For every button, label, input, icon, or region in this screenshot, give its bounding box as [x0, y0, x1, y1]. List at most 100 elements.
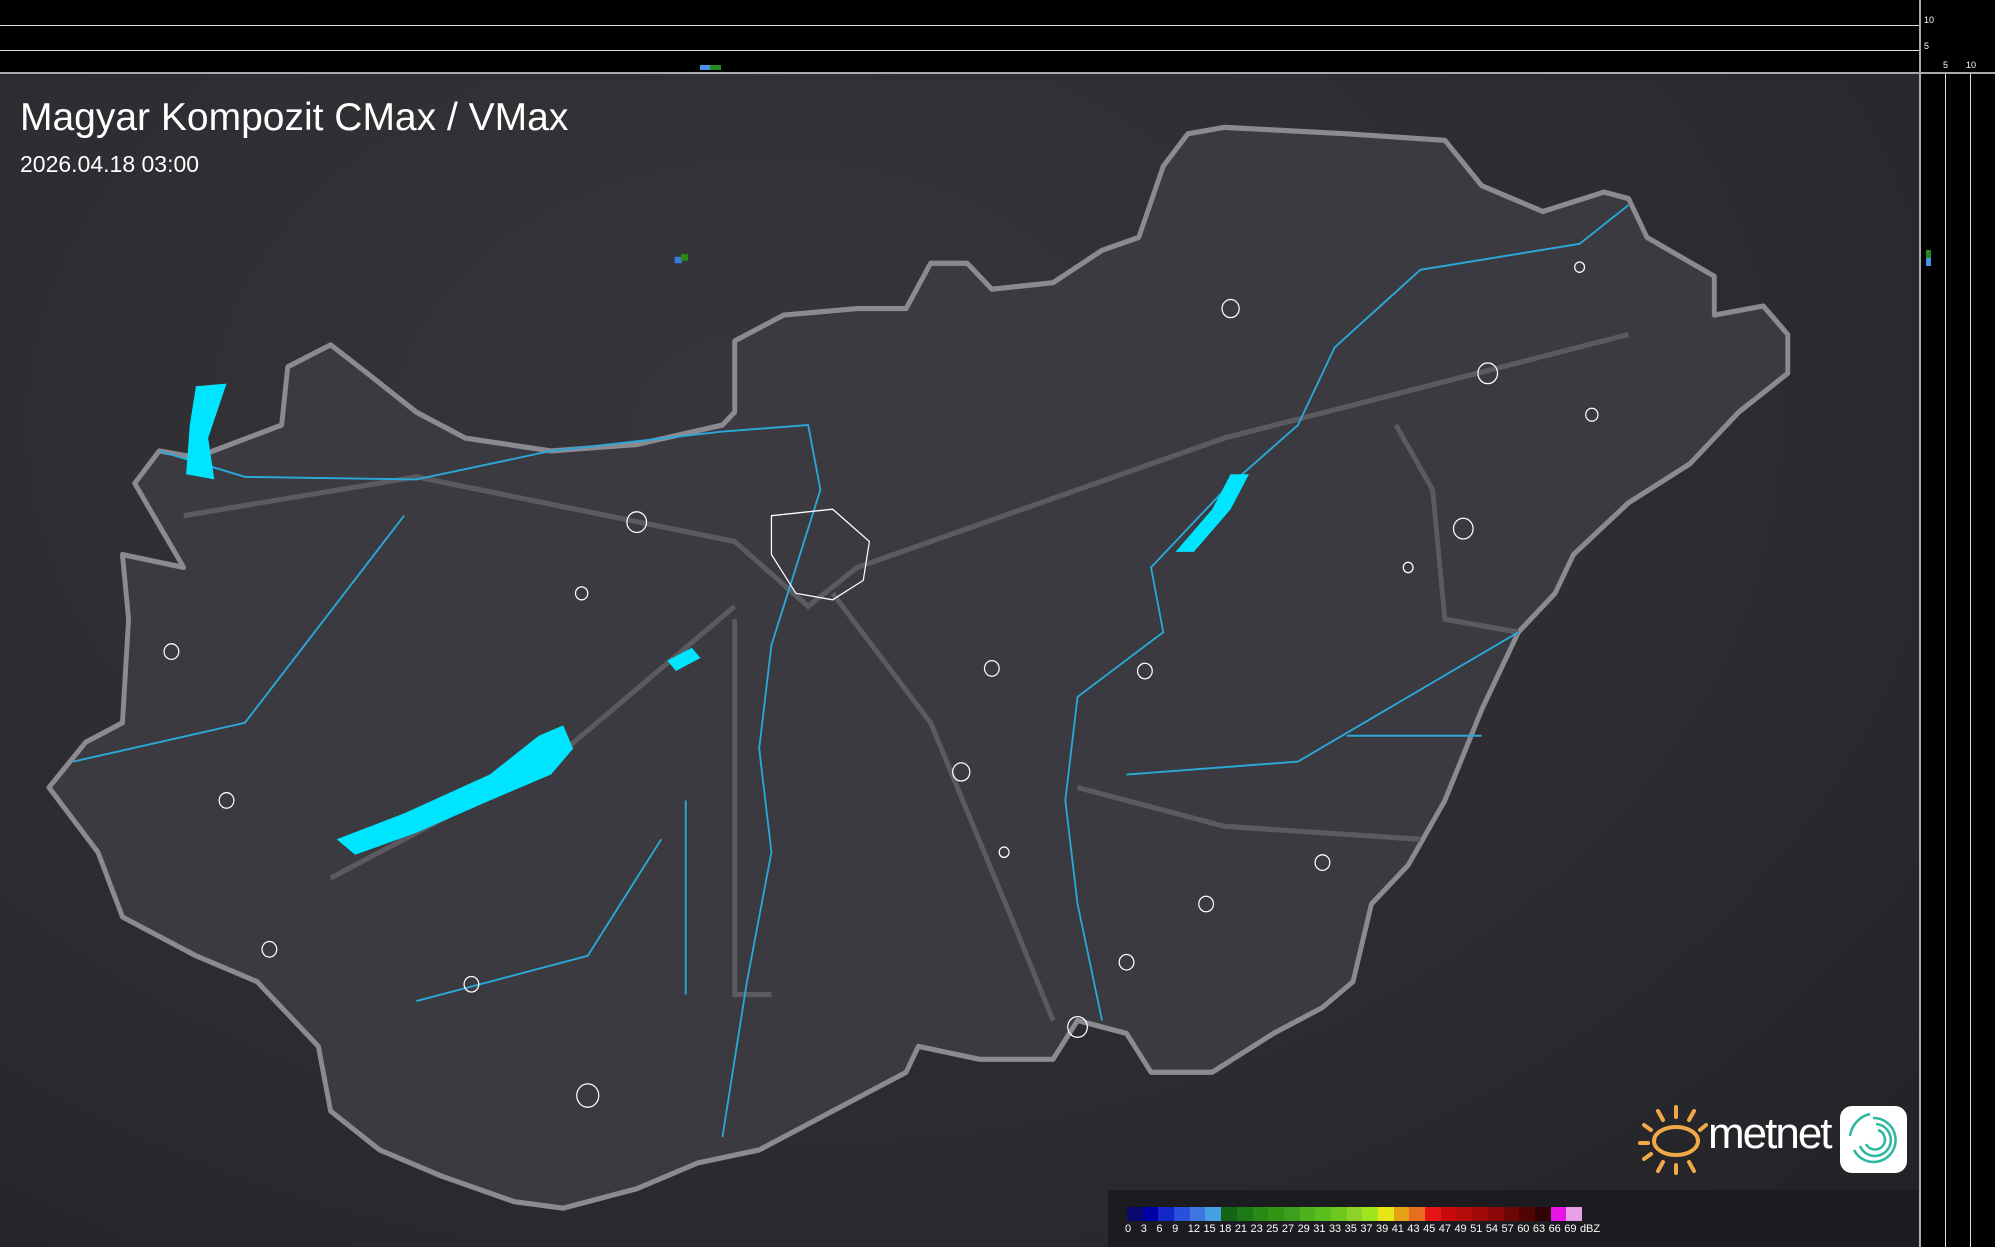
legend-label: 25	[1266, 1223, 1279, 1235]
legend-label: 57	[1501, 1223, 1514, 1235]
radar-map[interactable]	[0, 73, 1920, 1247]
legend-label: 43	[1407, 1223, 1420, 1235]
radar-echo	[674, 256, 683, 264]
legend-swatch	[1487, 1207, 1504, 1221]
app-icon	[1840, 1106, 1907, 1173]
legend-swatch	[1409, 1207, 1426, 1221]
lake-velence	[667, 647, 701, 672]
legend-label: 23	[1250, 1223, 1263, 1235]
city-budapest	[770, 508, 871, 601]
logo-text: metnet	[1708, 1109, 1833, 1158]
map-canvas	[46, 124, 1791, 1211]
legend-swatch	[1534, 1207, 1551, 1221]
legend-label: 69	[1564, 1223, 1577, 1235]
legend-swatch	[1142, 1207, 1159, 1221]
legend-label: 18	[1219, 1223, 1232, 1235]
legend-label: 60	[1517, 1223, 1530, 1235]
legend-swatch	[1362, 1207, 1378, 1221]
swirl-icon	[1848, 1112, 1897, 1164]
legend-label: 9	[1172, 1223, 1179, 1235]
legend-swatch	[1315, 1207, 1331, 1221]
profile-gridline	[1970, 73, 1971, 1247]
hungary-border	[46, 124, 1791, 1211]
profile-separator	[1919, 0, 1921, 1247]
legend-swatch	[1393, 1207, 1410, 1221]
vertical-profile-top	[0, 0, 1920, 73]
legend-label: 45	[1423, 1223, 1436, 1235]
legend-swatch	[1330, 1207, 1347, 1221]
legend-swatch	[1236, 1207, 1253, 1221]
legend-swatch	[1456, 1207, 1473, 1221]
legend-swatch	[1299, 1207, 1316, 1221]
legend-swatch	[1425, 1207, 1441, 1221]
legend-label: 3	[1140, 1223, 1147, 1235]
axis-label: 10	[1966, 60, 1977, 70]
legend-label: 21	[1234, 1223, 1248, 1235]
legend-swatch	[1174, 1207, 1190, 1221]
legend-swatch	[1283, 1207, 1300, 1221]
legend-swatch	[1472, 1207, 1488, 1221]
city-outlines	[163, 261, 1599, 1108]
axis-label: 5	[1924, 41, 1930, 51]
axis-label: 10	[1924, 15, 1935, 25]
legend-label: 33	[1328, 1223, 1342, 1235]
legend-label: 31	[1313, 1223, 1326, 1235]
sun-icon	[1638, 1105, 1708, 1175]
legend-label: 47	[1438, 1223, 1451, 1235]
legend-label: 0	[1125, 1223, 1132, 1235]
color-legend: 0 3 6 9 12 15 18 21 23 25 27 29 31 33 35 37 39 41 43 45 47 49…	[1108, 1190, 1918, 1247]
legend-label: 35	[1344, 1223, 1357, 1235]
map-title: Magyar Kompozit CMax / VMax	[20, 96, 569, 139]
legend-unit: dBZ	[1579, 1223, 1601, 1235]
legend-swatch	[1440, 1207, 1457, 1221]
legend-swatch	[1268, 1207, 1284, 1221]
map-timestamp: 2026.04.18 03:00	[20, 151, 200, 177]
legend-label: 27	[1281, 1223, 1295, 1235]
river-danube	[158, 424, 822, 1138]
profile-echo	[1926, 250, 1931, 258]
profile-gridline	[0, 50, 1920, 51]
legend-label: 12	[1187, 1223, 1200, 1235]
legend-swatch	[1205, 1207, 1222, 1221]
lake-balaton	[336, 725, 574, 855]
profile-echo	[710, 65, 721, 70]
legend-swatch	[1158, 1207, 1175, 1221]
legend-label: 49	[1454, 1223, 1467, 1235]
legend-swatch	[1252, 1207, 1269, 1221]
legend-swatch	[1346, 1207, 1363, 1221]
lake-ferto	[186, 383, 227, 480]
lake-tisza	[1175, 474, 1249, 552]
legend-swatch	[1519, 1207, 1535, 1221]
legend-swatch	[1221, 1207, 1237, 1221]
metnet-logo: metnet	[1636, 1103, 1910, 1175]
rivers	[73, 204, 1630, 1138]
profile-echo	[1926, 258, 1931, 266]
legend-label: 6	[1156, 1223, 1163, 1235]
legend-swatch	[1550, 1207, 1567, 1221]
legend-swatch	[1503, 1207, 1520, 1221]
legend-labels: 0 3 6 9 12 15 18 21 23 25 27 29 31 33 35 37 39 41 43 45 47 49…	[1125, 1223, 1601, 1235]
legend-label: 54	[1485, 1223, 1499, 1235]
legend-label: 66	[1548, 1223, 1561, 1235]
profile-gridline	[0, 25, 1920, 26]
radar-echo	[680, 254, 689, 261]
lakes	[186, 383, 1249, 855]
legend-colorbar	[1127, 1207, 1582, 1221]
legend-label: 51	[1470, 1223, 1483, 1235]
legend-swatch	[1127, 1207, 1143, 1221]
profile-separator	[0, 72, 1995, 74]
legend-swatch	[1378, 1207, 1394, 1221]
axis-label: 5	[1943, 60, 1949, 70]
legend-label: 41	[1391, 1223, 1404, 1235]
legend-label: 15	[1203, 1223, 1216, 1235]
legend-label: 63	[1532, 1223, 1546, 1235]
vertical-profile-right	[1920, 0, 1995, 1247]
legend-swatch	[1189, 1207, 1206, 1221]
legend-label: 39	[1376, 1223, 1389, 1235]
legend-label: 37	[1360, 1223, 1373, 1235]
river-tisza	[1064, 204, 1630, 1021]
legend-swatch	[1566, 1207, 1582, 1221]
legend-label: 29	[1297, 1223, 1310, 1235]
profile-gridline	[1945, 73, 1946, 1247]
profile-echo	[700, 65, 710, 70]
